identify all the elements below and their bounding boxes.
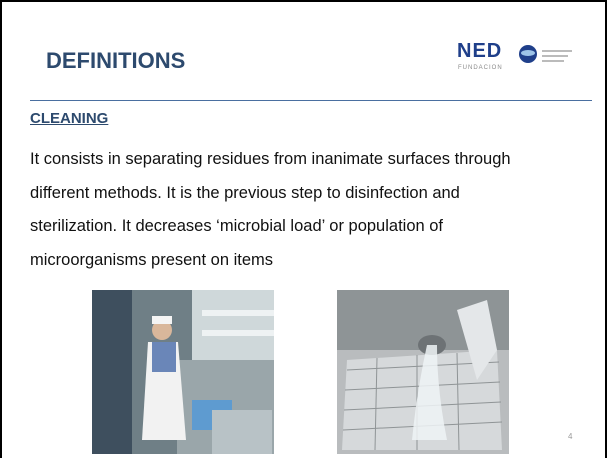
body-line: different methods. It is the previous st… — [30, 184, 460, 203]
body-line: It consists in separating residues from … — [30, 150, 511, 169]
header-rule — [30, 100, 592, 101]
photo-basket — [337, 290, 509, 454]
logo-subtext: FUNDACION — [458, 65, 503, 71]
photo-kitchen — [92, 290, 274, 454]
logo-text: NED — [457, 40, 502, 63]
section-heading: CLEANING — [30, 110, 108, 127]
slide-title: DEFINITIONS — [46, 48, 185, 74]
slide: DEFINITIONS NED FUNDACION CLEANING It co… — [0, 0, 607, 458]
page-number: 4 — [568, 432, 572, 441]
body-line: microorganisms present on items — [30, 251, 273, 270]
logo-mark — [518, 42, 578, 70]
body-line: sterilization. It decreases ‘microbial l… — [30, 217, 443, 236]
